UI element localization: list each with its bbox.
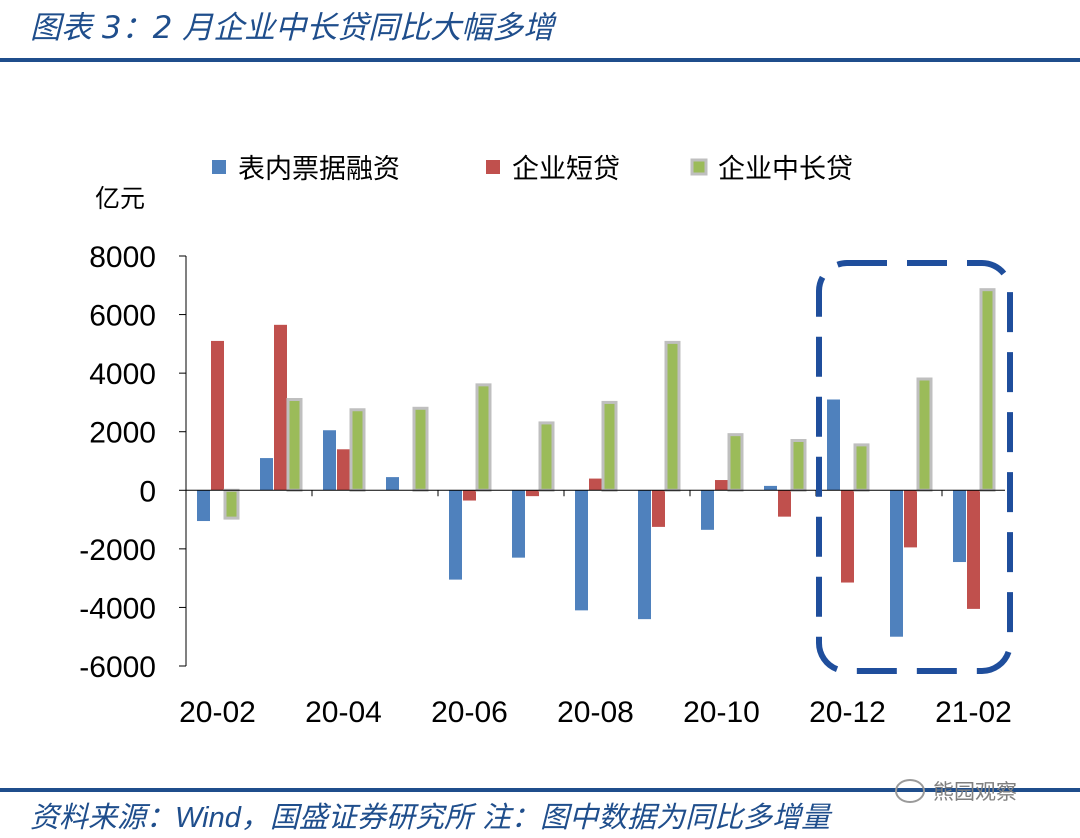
bar <box>841 490 854 583</box>
x-tick-label: 20-06 <box>431 696 508 729</box>
bar <box>538 421 555 492</box>
x-tick-label: 20-12 <box>809 696 886 729</box>
x-tick-label: 20-04 <box>305 696 382 729</box>
bar <box>790 439 807 492</box>
bar <box>197 490 210 522</box>
bar <box>349 408 366 492</box>
watermark-text: 熊园观察 <box>933 780 1017 804</box>
legend-swatch <box>212 160 226 174</box>
bar <box>260 458 273 491</box>
y-tick-label: -6000 <box>79 651 156 684</box>
x-axis: 20-02 20-04 20-06 20-08 20-10 20-12 21-02 <box>179 489 1012 729</box>
bar <box>274 324 287 491</box>
highlight-dashed-box <box>816 260 1013 674</box>
annotations <box>816 260 1013 674</box>
bar <box>526 490 539 497</box>
y-tick-label: 4000 <box>89 358 156 391</box>
source-name: Wind <box>175 802 241 834</box>
bar <box>664 340 681 492</box>
bar <box>904 490 917 548</box>
bar <box>386 477 399 491</box>
y-tick-label: 0 <box>139 475 156 508</box>
bar <box>512 490 525 558</box>
bar <box>475 383 492 492</box>
x-tick-label: 20-10 <box>683 696 760 729</box>
legend-label: 企业短贷 <box>512 154 620 185</box>
footer-rule <box>0 788 1080 792</box>
bar <box>638 490 651 620</box>
bar <box>223 488 240 520</box>
bar <box>463 490 476 501</box>
bar <box>286 398 303 492</box>
bar <box>827 399 840 491</box>
y-tick-label: 8000 <box>89 241 156 274</box>
x-tick-label: 21-02 <box>935 696 1012 729</box>
bar <box>652 490 665 527</box>
bar <box>589 478 602 491</box>
bar <box>575 490 588 611</box>
bar <box>890 490 903 637</box>
bar <box>764 485 777 491</box>
x-tick-label: 20-02 <box>179 696 256 729</box>
header-rule <box>0 58 1080 62</box>
bar <box>853 443 870 492</box>
source-prefix: 资料来源： <box>30 800 176 834</box>
bar <box>337 449 350 491</box>
wechat-icon <box>895 779 925 803</box>
bar <box>727 433 744 492</box>
bar <box>979 288 996 492</box>
bar <box>967 490 980 609</box>
bar <box>323 430 336 491</box>
y-tick-label: -2000 <box>79 534 156 567</box>
y-tick-label: -4000 <box>79 592 156 625</box>
legend-label: 企业中长贷 <box>718 154 853 185</box>
y-axis-unit-label: 亿元 <box>95 184 145 213</box>
source-note: 资料来源：Wind，国盛证券研究所 注：图中数据为同比多增量 <box>30 794 830 836</box>
bar <box>211 340 224 491</box>
y-tick-label: 6000 <box>89 300 156 333</box>
y-tick-label: 2000 <box>89 417 156 450</box>
bars <box>197 288 996 637</box>
bar <box>953 490 966 563</box>
x-tick-label: 20-08 <box>557 696 634 729</box>
bar <box>916 377 933 492</box>
figure-title: 图表 3：2 月企业中长贷同比大幅多增 <box>30 10 555 46</box>
bar <box>778 490 791 517</box>
bar <box>601 400 618 492</box>
bar <box>701 490 714 530</box>
legend: 表内票据融资 企业短贷 企业中长贷 <box>212 154 853 185</box>
bar <box>449 490 462 580</box>
watermark: 熊园观察 <box>895 776 1017 806</box>
bar-chart: 表内票据融资 企业短贷 企业中长贷 亿元 8000 6000 4000 2000 0 -200… <box>79 154 1013 729</box>
bar <box>715 480 728 491</box>
y-axis: 8000 6000 4000 2000 0 -2000 -4000 -6000 <box>79 241 187 684</box>
legend-label: 表内票据融资 <box>238 154 400 185</box>
legend-swatch <box>690 158 708 176</box>
source-rest: ，国盛证券研究所 注：图中数据为同比多增量 <box>240 800 831 834</box>
bar <box>412 406 429 492</box>
legend-swatch <box>486 160 500 174</box>
